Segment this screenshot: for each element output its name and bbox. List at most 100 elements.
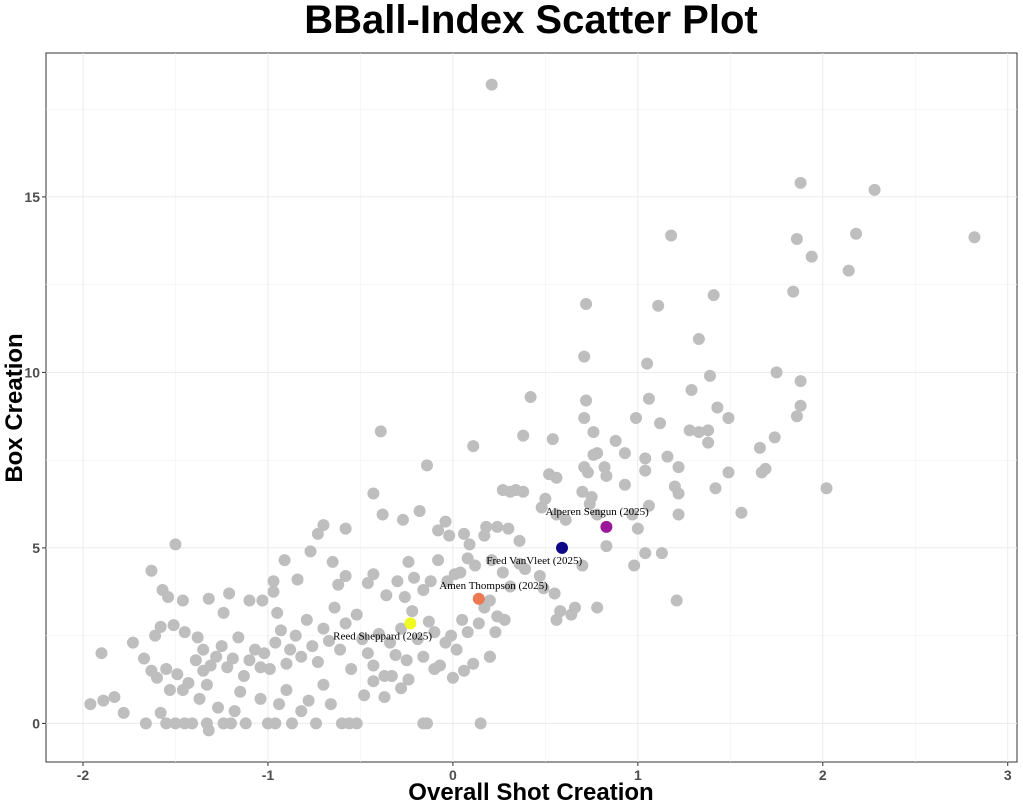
data-point xyxy=(361,576,374,589)
data-point xyxy=(162,591,175,604)
data-point xyxy=(502,522,515,535)
data-point xyxy=(469,559,482,572)
data-point xyxy=(600,469,613,482)
data-point xyxy=(794,176,807,189)
data-point xyxy=(356,633,369,646)
data-point xyxy=(269,636,282,649)
data-point xyxy=(820,482,833,495)
data-point xyxy=(189,654,202,667)
data-point xyxy=(683,424,696,437)
data-point xyxy=(350,608,363,621)
data-point xyxy=(234,685,247,698)
data-point xyxy=(672,508,685,521)
data-point xyxy=(361,647,374,660)
data-point xyxy=(587,426,600,439)
data-point xyxy=(868,183,881,196)
data-point xyxy=(332,578,345,591)
data-point xyxy=(210,650,223,663)
data-point xyxy=(154,620,167,633)
data-point xyxy=(186,717,199,730)
data-point xyxy=(376,508,389,521)
data-point xyxy=(339,522,352,535)
data-point xyxy=(300,613,313,626)
data-point xyxy=(317,622,330,635)
data-point xyxy=(753,441,766,454)
data-point xyxy=(345,662,358,675)
data-point xyxy=(850,227,863,240)
highlighted-point xyxy=(556,541,569,554)
data-point xyxy=(289,629,302,642)
x-tick-label: 2 xyxy=(819,767,827,783)
data-point xyxy=(221,661,234,674)
data-point xyxy=(513,534,526,547)
data-point xyxy=(254,692,267,705)
data-point xyxy=(317,678,330,691)
data-point xyxy=(406,605,419,618)
data-point xyxy=(609,434,622,447)
data-point xyxy=(498,613,511,626)
data-point xyxy=(639,547,652,560)
data-point xyxy=(385,670,398,683)
data-point xyxy=(654,417,667,430)
data-point xyxy=(367,568,380,581)
data-point xyxy=(578,350,591,363)
data-point xyxy=(576,485,589,498)
data-point xyxy=(269,717,282,730)
data-point xyxy=(271,606,284,619)
data-point xyxy=(759,462,772,475)
data-point xyxy=(457,527,470,540)
data-point xyxy=(413,505,426,518)
data-point xyxy=(641,357,654,370)
data-point xyxy=(489,626,502,639)
data-point xyxy=(535,501,548,514)
data-point xyxy=(200,678,213,691)
data-point xyxy=(842,264,855,277)
data-point xyxy=(711,401,724,414)
data-point xyxy=(171,668,184,681)
data-point xyxy=(311,655,324,668)
data-point xyxy=(576,559,589,572)
y-axis-ticks: 0 5 10 15 xyxy=(24,189,46,731)
data-point xyxy=(722,412,735,425)
data-point xyxy=(178,626,191,639)
data-point xyxy=(548,587,561,600)
point-annotation: Fred VanVleet (2025) xyxy=(486,555,582,567)
data-point xyxy=(533,569,546,582)
data-point xyxy=(350,717,363,730)
data-point xyxy=(176,594,189,607)
data-point xyxy=(197,643,210,656)
data-point xyxy=(568,601,581,614)
data-point xyxy=(396,513,409,526)
data-point xyxy=(204,659,217,672)
data-point xyxy=(702,424,715,437)
x-tick-label: -2 xyxy=(77,767,90,783)
data-point xyxy=(794,399,807,412)
data-point xyxy=(702,436,715,449)
data-point xyxy=(631,522,644,535)
data-point xyxy=(707,289,720,302)
data-point xyxy=(722,466,735,479)
data-point xyxy=(421,459,434,472)
data-point xyxy=(794,375,807,388)
data-point xyxy=(169,538,182,551)
data-point xyxy=(485,78,498,91)
data-point xyxy=(578,412,591,425)
data-point xyxy=(581,466,594,479)
data-point xyxy=(224,717,237,730)
data-point xyxy=(600,540,613,553)
data-point xyxy=(97,694,110,707)
data-point xyxy=(424,575,437,588)
data-point xyxy=(519,562,532,575)
data-point xyxy=(655,547,668,560)
data-point xyxy=(591,447,604,460)
data-point xyxy=(273,698,286,711)
data-point xyxy=(472,617,485,630)
data-point xyxy=(432,554,445,567)
data-point xyxy=(692,426,705,439)
data-point xyxy=(150,671,163,684)
data-point xyxy=(428,626,441,639)
data-point xyxy=(160,662,173,675)
data-point xyxy=(395,622,408,635)
data-point xyxy=(191,631,204,644)
